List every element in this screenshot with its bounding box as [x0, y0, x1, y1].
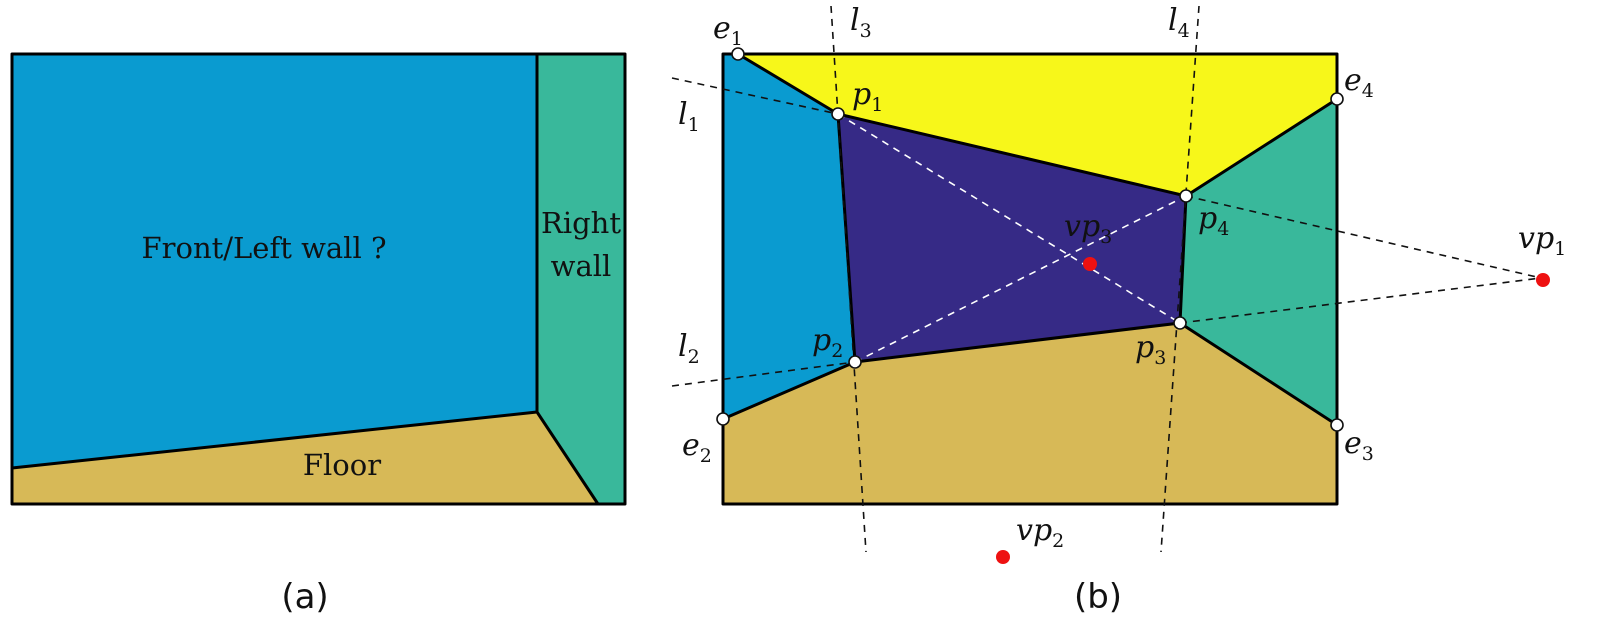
ceiling-region — [723, 54, 1337, 196]
label-vp2-sub: 2 — [1052, 530, 1064, 552]
label-e3-base: e — [1344, 426, 1362, 461]
line-l1-outer — [671, 77, 839, 115]
label-l2-base: l — [678, 329, 688, 364]
point-e3-marker — [1330, 418, 1344, 432]
floor-label: Floor — [303, 448, 381, 482]
label-p1: p1 — [852, 77, 883, 116]
panel-b-border — [721, 52, 1339, 506]
label-l4: l4 — [1168, 3, 1190, 42]
vp2-marker — [996, 550, 1010, 564]
point-e4-marker — [1330, 92, 1344, 106]
label-l3-sub: 3 — [860, 20, 872, 42]
point-p1-marker — [831, 107, 845, 121]
label-vp3-base: vp — [1064, 209, 1100, 244]
label-vp1-base: vp — [1518, 221, 1554, 256]
right-wall-region — [537, 54, 625, 504]
point-p4-marker — [1179, 189, 1193, 203]
label-e4-sub: 4 — [1362, 80, 1374, 102]
diagonal-p2-p4 — [854, 195, 1187, 363]
point-p2-marker — [848, 355, 862, 369]
right-wall-label-line2: wall — [551, 249, 612, 283]
label-l2: l2 — [678, 329, 700, 368]
label-vp1-sub: 1 — [1554, 238, 1566, 260]
label-l1: l1 — [678, 97, 700, 136]
label-vp1: vp1 — [1518, 221, 1566, 260]
label-p3: p3 — [1135, 330, 1166, 369]
floor-edges — [722, 321, 1338, 427]
right-wall-region — [1180, 99, 1337, 425]
line-l3 — [830, 5, 867, 553]
label-l1-sub: 1 — [688, 114, 700, 136]
point-p3-marker — [1173, 316, 1187, 330]
wall-edges — [737, 52, 1338, 198]
label-p2-base: p — [812, 323, 831, 358]
point-e2-marker — [716, 412, 730, 426]
label-e2-base: e — [682, 428, 700, 463]
diagonal-p1-p3 — [837, 113, 1181, 324]
label-l2-sub: 2 — [688, 346, 700, 368]
label-e1-base: e — [713, 11, 731, 46]
label-p3-base: p — [1135, 330, 1154, 365]
label-vp3: vp3 — [1064, 209, 1112, 248]
front-wall-label: Front/Left wall ? — [142, 231, 387, 265]
label-p4: p4 — [1198, 201, 1229, 240]
label-e4: e4 — [1344, 63, 1374, 102]
front-wall-region — [12, 54, 537, 468]
line-l2-to-vp1 — [1179, 277, 1542, 324]
line-l1-to-vp1 — [1185, 195, 1542, 279]
label-e1: e1 — [713, 11, 743, 50]
caption-a: (a) — [281, 577, 328, 617]
label-p4-sub: 4 — [1217, 218, 1229, 240]
label-p1-sub: 1 — [871, 94, 883, 116]
label-e2-sub: 2 — [700, 445, 712, 467]
floor-region — [12, 412, 598, 504]
label-l3: l3 — [850, 3, 872, 42]
label-e3: e3 — [1344, 426, 1374, 465]
label-e1-sub: 1 — [731, 28, 743, 50]
label-p3-sub: 3 — [1154, 347, 1166, 369]
right-wall-label-line1: Right — [541, 206, 621, 240]
label-l4-sub: 4 — [1178, 20, 1190, 42]
left-wall-region — [723, 54, 855, 419]
point-e1-marker — [731, 47, 745, 61]
label-l3-base: l — [850, 3, 860, 38]
label-p2-sub: 2 — [831, 340, 843, 362]
label-l4-base: l — [1168, 3, 1178, 38]
floor-boundary-line — [11, 410, 600, 505]
label-e2: e2 — [682, 428, 712, 467]
line-l4 — [1160, 5, 1200, 553]
label-l1-base: l — [678, 97, 688, 132]
label-vp3-sub: 3 — [1100, 226, 1112, 248]
panel-a-border — [10, 52, 627, 506]
panel-b: e1 e2 e3 e4 l1 l2 l3 l4 p1 p2 p3 — [671, 3, 1566, 617]
label-e4-base: e — [1344, 63, 1362, 98]
caption-b: (b) — [1074, 577, 1122, 617]
label-p4-base: p — [1198, 201, 1217, 236]
label-p1-base: p — [852, 77, 871, 112]
vp1-marker — [1536, 273, 1550, 287]
line-l2-outer — [671, 361, 856, 387]
label-p2: p2 — [812, 323, 843, 362]
label-e3-sub: 3 — [1362, 443, 1374, 465]
panel-a: Front/Left wall ? Right wall Floor (a) — [10, 52, 627, 617]
floor-region — [723, 323, 1337, 504]
label-vp2-base: vp — [1016, 513, 1052, 548]
label-vp2: vp2 — [1016, 513, 1064, 552]
vp3-marker — [1083, 257, 1097, 271]
